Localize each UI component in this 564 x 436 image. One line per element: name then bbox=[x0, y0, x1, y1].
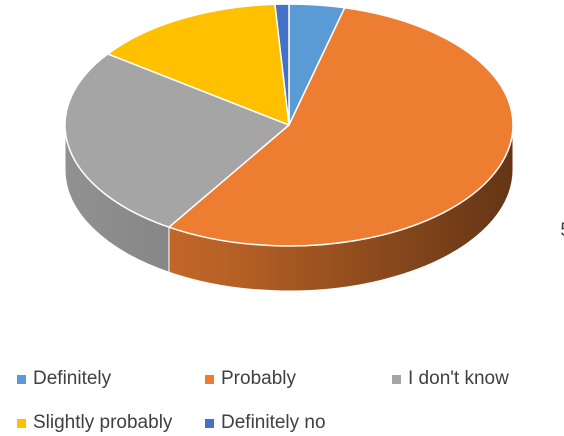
pie-slice-definitely-no bbox=[274, 3, 290, 126]
pie-slice-probably bbox=[168, 7, 514, 247]
pie-tops bbox=[64, 3, 514, 247]
data-label-probably: 55% bbox=[560, 220, 564, 241]
pie-slice-i-don-t-know bbox=[64, 53, 290, 228]
pie-data-labels: 4%55%26%14%1% bbox=[560, 220, 564, 241]
pie-slice-slightly-probably bbox=[107, 3, 290, 126]
